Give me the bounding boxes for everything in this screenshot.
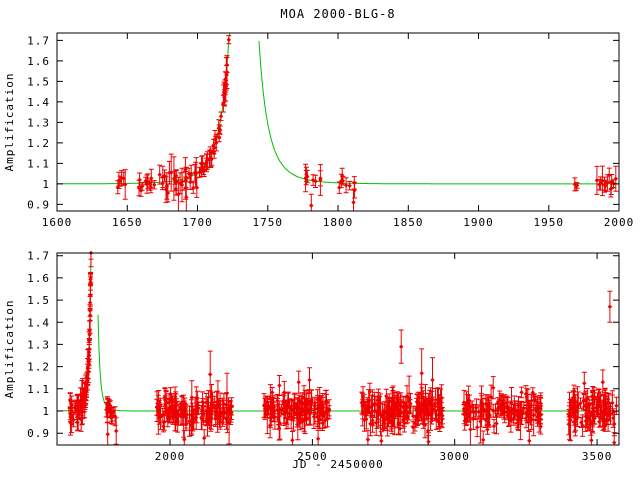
y-tick-label: 1.6 [27, 55, 50, 68]
y-tick-label: 1.1 [27, 383, 50, 396]
y-tick-label: 1 [42, 178, 50, 191]
plot-border [56, 252, 620, 446]
error-bars [115, 35, 619, 212]
x-tick-label: 2500 [297, 450, 328, 463]
y-tick-label: 1.3 [27, 116, 50, 129]
y-tick-label: 1.3 [27, 338, 50, 351]
y-axis-label-bottom: Amplification [3, 299, 16, 399]
x-tick-label: 3000 [439, 450, 470, 463]
y-tick-label: 1.1 [27, 157, 50, 170]
model-light-curve [57, 32, 619, 185]
x-tick-label: 2000 [155, 450, 186, 463]
x-tick-label: 1950 [534, 216, 565, 229]
x-tick-label: 3500 [582, 450, 613, 463]
y-tick-label: 1.4 [27, 316, 50, 329]
x-tick-label: 1650 [112, 216, 143, 229]
bottom-panel-full-baseline: 2000 2500 3000 3500 0.9 1 1.1 1.2 1.3 1.4 1.5 1.6 1.… [27, 250, 620, 463]
chart-title: MOA 2000-BLG-8 [280, 7, 396, 21]
x-tick-label: 1600 [42, 216, 73, 229]
y-tick-label: 1.5 [27, 294, 50, 307]
y-tick-label: 1.2 [27, 137, 50, 150]
y-axis-label-top: Amplification [3, 72, 16, 172]
y-tick-label: 1.5 [27, 75, 50, 88]
y-tick-label: 0.9 [27, 198, 50, 211]
x-tick-label: 2000 [604, 216, 635, 229]
x-tick-label: 1800 [323, 216, 354, 229]
y-tick-label: 1.6 [27, 272, 50, 285]
y-tick-label: 0.9 [27, 427, 50, 440]
y-tick-label: 1 [42, 405, 50, 418]
top-panel-event-season: 1600 1650 1700 1750 1800 1850 1900 1950 2000 0.9 1… [27, 32, 635, 229]
x-tick-label: 1700 [182, 216, 213, 229]
x-axis-label: JD - 2450000 [292, 458, 384, 471]
y-tick-label: 1.7 [27, 250, 50, 263]
y-tick-label: 1.4 [27, 96, 50, 109]
x-tick-label: 1900 [463, 216, 494, 229]
y-tick-label: 1.7 [27, 34, 50, 47]
x-tick-label: 1750 [253, 216, 284, 229]
x-tick-label: 1850 [393, 216, 424, 229]
y-tick-label: 1.2 [27, 361, 50, 374]
data-point-markers [115, 37, 618, 208]
